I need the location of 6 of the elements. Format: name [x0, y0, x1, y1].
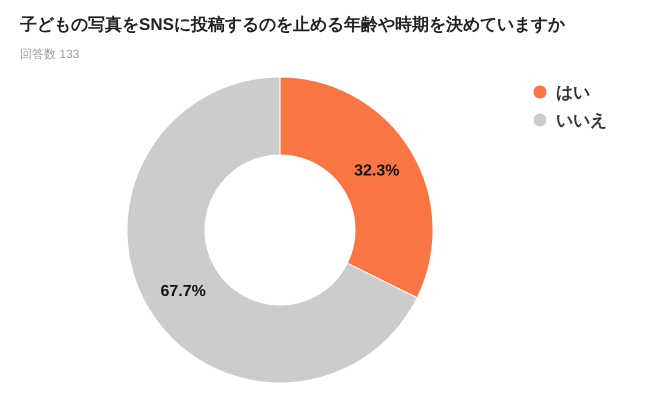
data-label: 32.3% — [354, 162, 400, 180]
legend-label: いいえ — [556, 110, 607, 130]
legend-label: はい — [556, 82, 590, 102]
data-label: 67.7% — [160, 282, 206, 300]
chart-subtitle: 回答数 133 — [20, 47, 80, 61]
chart-title: 子どもの写真をSNSに投稿するのを止める年齢や時期を決めていますか — [19, 15, 566, 34]
